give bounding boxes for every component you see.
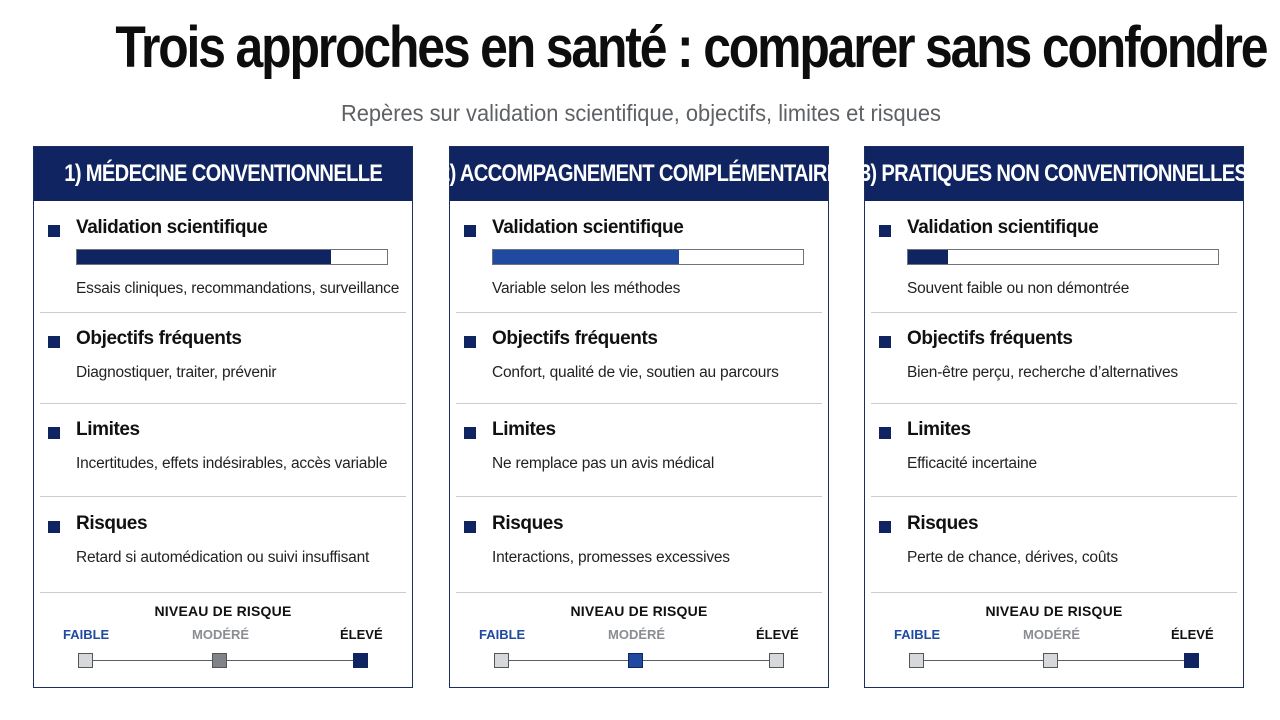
risk-marker-moderate: [212, 653, 227, 668]
section-title-validation: Validation scientifique: [76, 217, 268, 238]
section-title-risques: Risques: [76, 513, 148, 534]
square-bullet-icon: [48, 225, 60, 237]
square-bullet-icon: [464, 521, 476, 533]
section-title-objectifs: Objectifs fréquents: [492, 328, 658, 349]
section-limites: Limites Ne remplace pas un avis médical: [456, 404, 822, 497]
section-title-risques: Risques: [492, 513, 564, 534]
card-medecine-conventionnelle: 1) MÉDECINE CONVENTIONNELLE Validation s…: [33, 146, 413, 688]
section-validation: Validation scientifique Essais cliniques…: [40, 201, 406, 313]
limites-description: Ne remplace pas un avis médical: [492, 455, 715, 472]
card-accompagnement-complementaire: 2) ACCOMPAGNEMENT COMPLÉMENTAIRE Validat…: [439, 146, 840, 688]
section-title-risques: Risques: [907, 513, 979, 534]
section-risques: Risques Retard si automédication ou suiv…: [40, 497, 406, 593]
card-header-title: 3) PRATIQUES NON CONVENTIONNELLES: [860, 160, 1248, 187]
square-bullet-icon: [879, 336, 891, 348]
section-validation: Validation scientifique Souvent faible o…: [871, 201, 1237, 313]
validation-bar-fill: [908, 250, 949, 264]
risk-label-moderate: MODÉRÉ: [1023, 627, 1081, 642]
risk-label-moderate: MODÉRÉ: [608, 627, 666, 642]
card-header: 3) PRATIQUES NON CONVENTIONNELLES: [860, 147, 1248, 201]
section-risques: Risques Perte de chance, dérives, coûts: [871, 497, 1237, 593]
section-objectifs: Objectifs fréquents Confort, qualité de …: [456, 313, 822, 404]
card-header: 1) MÉDECINE CONVENTIONNELLE: [34, 147, 412, 201]
validation-bar: [492, 249, 804, 265]
risk-label-high: ÉLEVÉ: [756, 627, 799, 642]
page-title: Trois approches en santé : comparer sans…: [115, 15, 1268, 80]
square-bullet-icon: [464, 336, 476, 348]
section-objectifs: Objectifs fréquents Diagnostiquer, trait…: [40, 313, 406, 404]
risk-marker-moderate: [628, 653, 643, 668]
card-header-title: 2) ACCOMPAGNEMENT COMPLÉMENTAIRE: [438, 160, 840, 187]
risk-level-scale: NIVEAU DE RISQUE FAIBLE MODÉRÉ ÉLEVÉ: [865, 593, 1243, 683]
validation-bar-fill: [493, 250, 679, 264]
section-title-limites: Limites: [907, 419, 971, 440]
objectifs-description: Confort, qualité de vie, soutien au parc…: [492, 364, 779, 381]
risques-description: Interactions, promesses excessives: [492, 549, 730, 566]
square-bullet-icon: [48, 521, 60, 533]
page-subtitle: Repères sur validation scientifique, obj…: [340, 100, 941, 126]
risk-level-scale: NIVEAU DE RISQUE FAIBLE MODÉRÉ ÉLEVÉ: [34, 593, 412, 683]
validation-bar: [907, 249, 1219, 265]
section-risques: Risques Interactions, promesses excessiv…: [456, 497, 822, 593]
square-bullet-icon: [464, 225, 476, 237]
risk-marker-low: [909, 653, 924, 668]
square-bullet-icon: [48, 427, 60, 439]
risk-label-moderate: MODÉRÉ: [192, 627, 250, 642]
section-title-validation: Validation scientifique: [492, 217, 684, 238]
objectifs-description: Diagnostiquer, traiter, prévenir: [76, 364, 277, 381]
limites-description: Efficacité incertaine: [907, 455, 1037, 472]
risk-marker-low: [494, 653, 509, 668]
validation-description: Variable selon les méthodes: [492, 280, 681, 297]
section-limites: Limites Incertitudes, effets indésirable…: [40, 404, 406, 497]
validation-bar-fill: [77, 250, 332, 264]
risk-level-title: NIVEAU DE RISQUE: [985, 603, 1123, 619]
section-title-limites: Limites: [492, 419, 556, 440]
square-bullet-icon: [48, 336, 60, 348]
risques-description: Retard si automédication ou suivi insuff…: [76, 549, 370, 566]
validation-description: Souvent faible ou non démontrée: [907, 280, 1130, 297]
risk-level-scale: NIVEAU DE RISQUE FAIBLE MODÉRÉ ÉLEVÉ: [450, 593, 828, 683]
risques-description: Perte de chance, dérives, coûts: [907, 549, 1118, 566]
square-bullet-icon: [879, 521, 891, 533]
card-pratiques-non-conventionnelles: 3) PRATIQUES NON CONVENTIONNELLES Valida…: [860, 146, 1248, 688]
section-objectifs: Objectifs fréquents Bien-être perçu, rec…: [871, 313, 1237, 404]
square-bullet-icon: [464, 427, 476, 439]
risk-marker-low: [78, 653, 93, 668]
risk-label-low: FAIBLE: [63, 627, 110, 642]
section-title-limites: Limites: [76, 419, 140, 440]
card-header: 2) ACCOMPAGNEMENT COMPLÉMENTAIRE: [439, 147, 840, 201]
risk-marker-high: [769, 653, 784, 668]
validation-description: Essais cliniques, recommandations, surve…: [76, 280, 400, 297]
risk-label-high: ÉLEVÉ: [1171, 627, 1214, 642]
risk-level-title: NIVEAU DE RISQUE: [154, 603, 292, 619]
risk-marker-moderate: [1043, 653, 1058, 668]
section-validation: Validation scientifique Variable selon l…: [456, 201, 822, 313]
square-bullet-icon: [879, 225, 891, 237]
validation-bar: [76, 249, 388, 265]
square-bullet-icon: [879, 427, 891, 439]
section-title-objectifs: Objectifs fréquents: [76, 328, 242, 349]
risk-marker-high: [1184, 653, 1199, 668]
section-limites: Limites Efficacité incertaine: [871, 404, 1237, 497]
risk-level-title: NIVEAU DE RISQUE: [570, 603, 708, 619]
card-header-title: 1) MÉDECINE CONVENTIONNELLE: [64, 160, 383, 187]
section-title-validation: Validation scientifique: [907, 217, 1099, 238]
objectifs-description: Bien-être perçu, recherche d’alternative…: [907, 364, 1178, 381]
section-title-objectifs: Objectifs fréquents: [907, 328, 1073, 349]
limites-description: Incertitudes, effets indésirables, accès…: [76, 455, 388, 472]
risk-label-low: FAIBLE: [894, 627, 941, 642]
risk-label-high: ÉLEVÉ: [340, 627, 383, 642]
risk-label-low: FAIBLE: [479, 627, 526, 642]
risk-marker-high: [353, 653, 368, 668]
